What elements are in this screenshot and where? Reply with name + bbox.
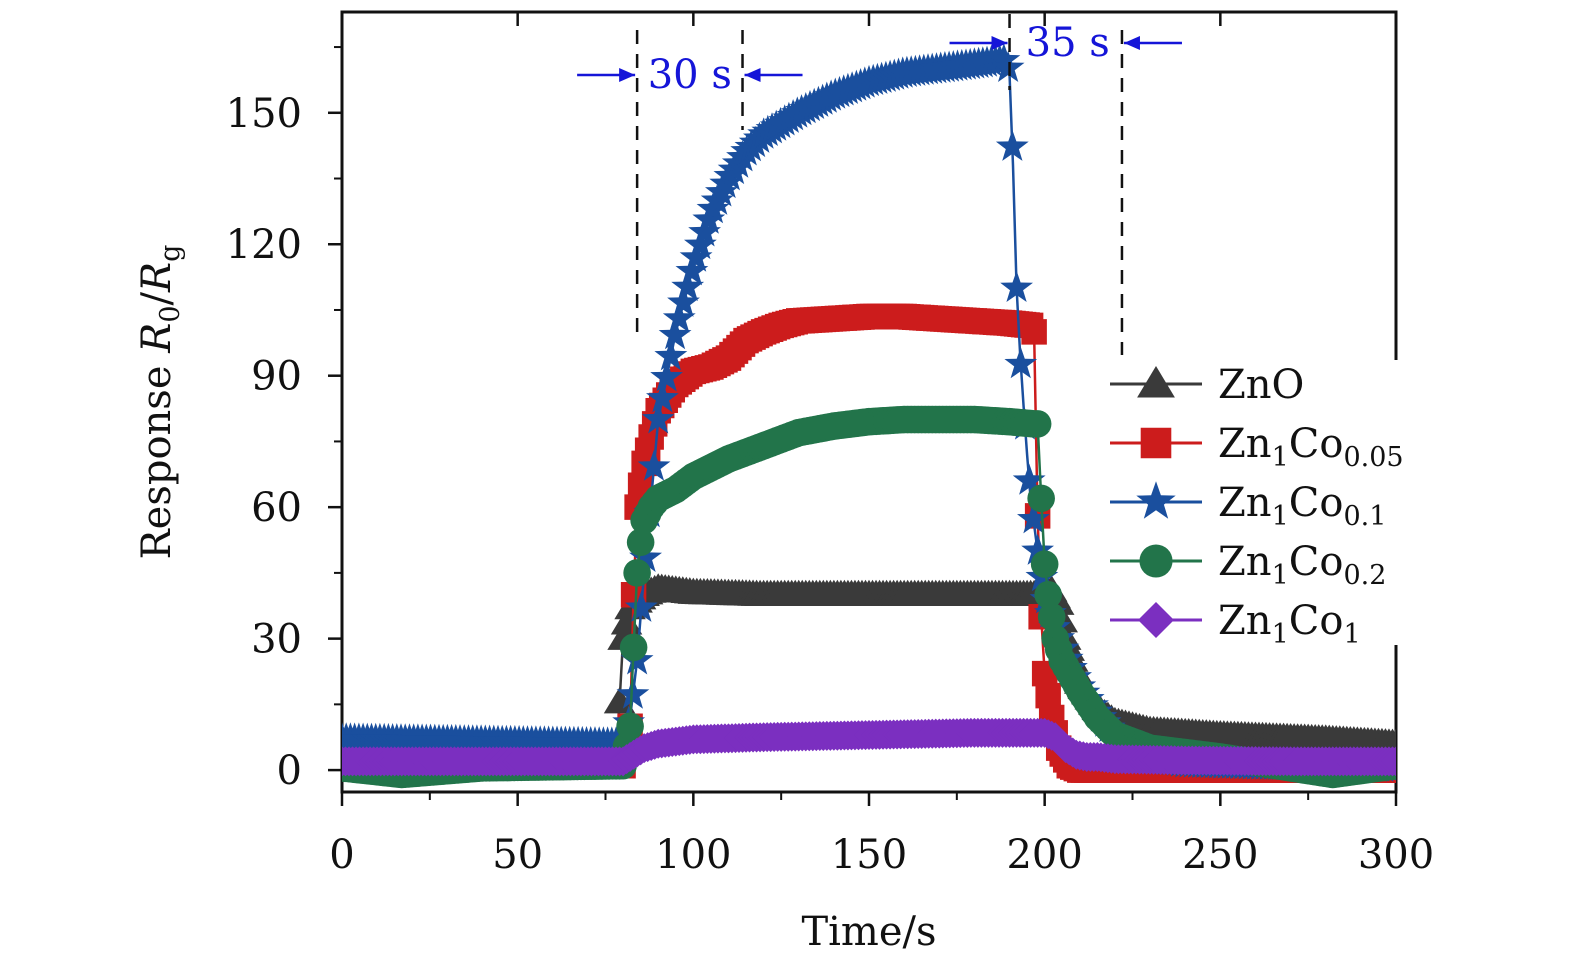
legend-item-zno: ZnO xyxy=(1110,362,1304,408)
legend-label-zn1co01: Zn1Co0.1 xyxy=(1218,480,1386,532)
x-tick-label-200: 200 xyxy=(1006,832,1082,878)
y-axis-title: Response R0/Rg xyxy=(134,245,186,560)
legend-label-zn1co02: Zn1Co0.2 xyxy=(1218,539,1386,591)
legend-label-zno: ZnO xyxy=(1218,362,1304,408)
series-layer xyxy=(342,43,1396,789)
y-tick-label-0: 0 xyxy=(277,748,302,794)
marker-zn1co01-81 xyxy=(667,285,700,317)
marker-zn1co02-198 xyxy=(1023,410,1052,438)
legend-marker-zn1co02 xyxy=(1139,544,1173,578)
legend: ZnO Zn1Co0.05 Zn1Co0.1 Zn1Co0.2 Zn1Co1 xyxy=(1110,362,1404,650)
series-zn1co1 xyxy=(342,717,1396,777)
marker-zn1co01-86 xyxy=(688,215,721,247)
y-tick-label-30: 30 xyxy=(251,617,302,663)
marker-zn1co02-84 xyxy=(623,559,651,587)
marker-zn1co01-74 xyxy=(637,449,671,481)
marker-zno-79 xyxy=(603,687,636,714)
x-tick-label-150: 150 xyxy=(831,832,907,878)
legend-marker-zn1co1 xyxy=(1138,602,1174,638)
marker-zn1co02-199 xyxy=(1027,484,1055,513)
y-axis: 0 30 60 90 120 150 xyxy=(226,46,342,794)
legend-item-zn1co1: Zn1Co1 xyxy=(1110,598,1361,650)
marker-zn1co02-85 xyxy=(626,528,655,557)
legend-label-zn1co005: Zn1Co0.05 xyxy=(1218,421,1404,473)
marker-zn1co01-84 xyxy=(679,240,713,272)
legend-label-zn1co1: Zn1Co1 xyxy=(1218,598,1361,650)
x-axis-title: Time/s xyxy=(801,909,936,955)
marker-zn1co01-163 xyxy=(1012,463,1046,495)
legend-item-zn1co01: Zn1Co0.1 xyxy=(1110,480,1386,532)
marker-zn1co005-197 xyxy=(1021,319,1047,345)
legend-item-zn1co02: Zn1Co0.2 xyxy=(1110,539,1386,591)
marker-zn1co01-71 xyxy=(624,590,658,622)
y-tick-label-120: 120 xyxy=(226,222,302,268)
response-arrow-right xyxy=(744,68,803,82)
marker-zn1co01-158 xyxy=(991,50,1025,82)
marker-zn1co02-201 xyxy=(1034,581,1062,609)
x-tick-label-300: 300 xyxy=(1358,832,1434,878)
marker-zn1co1-300 xyxy=(1381,746,1396,777)
marker-zn1co01-85 xyxy=(684,227,717,260)
marker-zn1co01-157 xyxy=(987,43,1021,75)
marker-zn1co02-200 xyxy=(1030,550,1059,578)
marker-zn1co02-202 xyxy=(1037,602,1066,631)
marker-zn1co01-76 xyxy=(646,381,679,413)
marker-zn1co02-83 xyxy=(619,633,648,662)
marker-zn1co01-82 xyxy=(671,269,705,302)
y-axis-title-num: R xyxy=(134,323,180,354)
recovery-arrow-right xyxy=(1123,36,1182,50)
y-tick-label-150: 150 xyxy=(226,91,302,137)
y-axis-title-den: R xyxy=(134,262,180,293)
y-axis-title-prefix: Response xyxy=(134,353,180,560)
legend-marker-zn1co01 xyxy=(1136,481,1176,519)
marker-zn1co01-77 xyxy=(650,360,683,392)
x-tick-label-100: 100 xyxy=(655,832,731,878)
marker-zn1co01-164 xyxy=(1017,502,1050,534)
marker-zn1co005-201 xyxy=(1035,682,1061,709)
marker-zn1co01-165 xyxy=(1021,533,1054,565)
recovery-time-label: 35 s xyxy=(1026,20,1110,66)
marker-zn1co02-82 xyxy=(616,712,644,741)
legend-marker-zn1co005 xyxy=(1140,427,1172,459)
x-axis: 0 50 100 150 200 250 300 xyxy=(329,12,1434,878)
legend-marker-zno xyxy=(1137,366,1175,398)
x-tick-label-50: 50 xyxy=(492,832,543,878)
x-tick-label-250: 250 xyxy=(1182,832,1258,878)
marker-zn1co01-78 xyxy=(654,339,688,371)
response-arrow-left xyxy=(577,68,636,82)
marker-zn1co01-69 xyxy=(616,677,650,709)
marker-zn1co01-83 xyxy=(675,254,709,286)
y-axis-title-den-sub: g xyxy=(155,245,186,262)
y-tick-label-60: 60 xyxy=(251,485,302,531)
marker-zn1co01-161 xyxy=(1004,347,1038,379)
y-tick-label-90: 90 xyxy=(251,354,302,400)
y-axis-title-slash: / xyxy=(134,291,180,305)
annotation-layer: 30 s 35 s xyxy=(577,14,1182,355)
marker-zn1co01-160 xyxy=(1000,270,1033,302)
recovery-arrow-left xyxy=(949,36,1008,50)
legend-item-zn1co005: Zn1Co0.05 xyxy=(1110,421,1404,473)
marker-zn1co01-80 xyxy=(662,301,696,333)
marker-zn1co01-72 xyxy=(629,540,662,572)
marker-zn1co01-159 xyxy=(995,129,1029,161)
y-axis-title-num-sub: 0 xyxy=(155,305,186,322)
response-time-label: 30 s xyxy=(648,52,732,98)
marker-zn1co01-75 xyxy=(641,402,675,434)
x-tick-label-0: 0 xyxy=(329,832,354,878)
marker-zn1co01-79 xyxy=(658,318,692,350)
